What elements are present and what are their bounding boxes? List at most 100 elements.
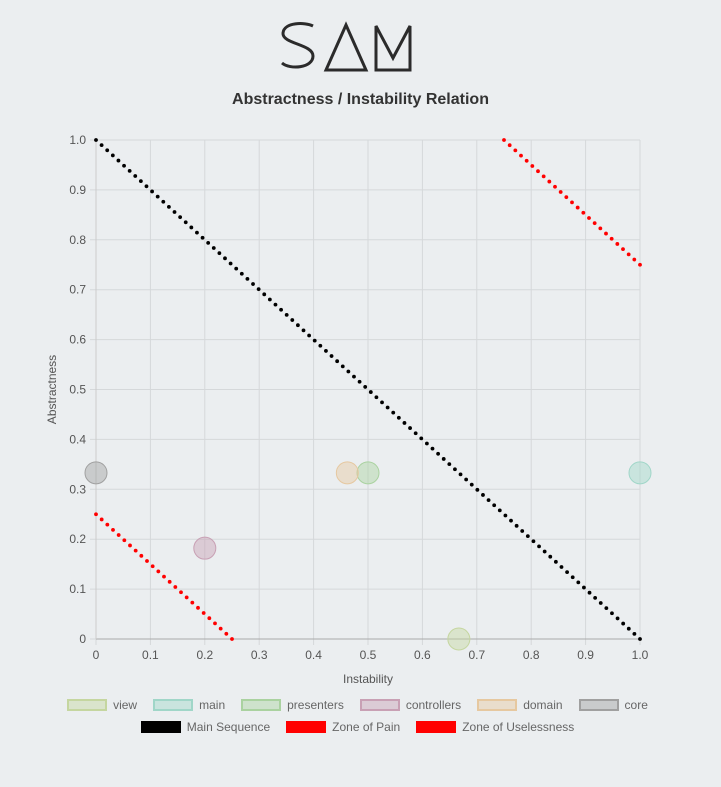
line-dot-zone-of-pain [150, 564, 155, 569]
line-dot-main-sequence [374, 395, 379, 400]
point-core [84, 461, 108, 485]
legend-swatch [578, 699, 619, 711]
line-dot-zone-of-pain [190, 600, 195, 605]
legend-item-view[interactable]: view [67, 698, 137, 712]
line-dot-main-sequence [582, 585, 586, 590]
line-dot-zone-of-uselessness [507, 143, 512, 148]
line-dot-zone-of-uselessness [604, 231, 608, 236]
y-tick-label: 0.3 [69, 482, 86, 496]
line-dot-main-sequence [228, 261, 233, 266]
line-dot-main-sequence [144, 184, 149, 189]
line-dot-main-sequence [385, 405, 390, 410]
line-dot-main-sequence [458, 472, 463, 477]
line-dot-main-sequence [262, 292, 267, 297]
line-dot-main-sequence [380, 400, 384, 405]
line-dot-main-sequence [497, 508, 502, 513]
line-dot-zone-of-uselessness [502, 138, 506, 142]
y-tick-label: 0.4 [69, 432, 86, 446]
line-dot-zone-of-pain [162, 574, 166, 579]
line-dot-zone-of-uselessness [598, 226, 603, 231]
legend-points: view main presenters controllers domain core [0, 698, 721, 712]
sam-logo-icon [281, 21, 412, 72]
line-dot-main-sequence [615, 616, 620, 621]
legend-item-main[interactable]: main [153, 698, 225, 712]
line-dot-main-sequence [239, 271, 244, 276]
line-dot-zone-of-uselessness [558, 190, 563, 194]
line-dot-zone-of-uselessness [541, 174, 546, 179]
line-dot-main-sequence [295, 323, 300, 328]
line-dot-zone-of-uselessness [626, 252, 631, 257]
line-dot-main-sequence [638, 637, 642, 641]
line-dot-zone-of-pain [145, 559, 149, 563]
line-dot-main-sequence [335, 359, 340, 364]
legend-item-zone-of-uselessness[interactable]: Zone of Uselessness [416, 720, 574, 734]
line-dot-zone-of-uselessness [519, 153, 523, 158]
line-dot-main-sequence [127, 168, 132, 173]
line-dot-main-sequence [150, 189, 154, 194]
legend-item-domain[interactable]: domain [477, 698, 563, 712]
line-dot-main-sequence [116, 158, 121, 163]
line-dot-main-sequence [559, 565, 564, 569]
line-dot-main-sequence [189, 225, 194, 230]
legend-swatch [477, 699, 518, 711]
line-dot-main-sequence [94, 138, 98, 142]
line-dot-main-sequence [464, 477, 469, 482]
line-dot-zone-of-uselessness [592, 221, 597, 226]
y-axis-title: Abstractness [45, 355, 59, 424]
line-dot-main-sequence [99, 143, 104, 148]
x-tick-label: 0.1 [142, 648, 159, 662]
line-dot-zone-of-uselessness [564, 195, 569, 200]
x-tick-label: 0.4 [305, 648, 322, 662]
line-dot-main-sequence [430, 446, 435, 451]
line-dot-main-sequence [122, 163, 126, 168]
point-controllers [193, 536, 217, 560]
legend-item-zone-of-pain[interactable]: Zone of Pain [286, 720, 400, 734]
legend-item-main-sequence[interactable]: Main Sequence [140, 720, 270, 734]
legend-lines: Main Sequence Zone of Pain Zone of Useless… [0, 720, 721, 734]
x-axis-title: Instability [343, 672, 393, 686]
line-dot-zone-of-uselessness [570, 200, 574, 205]
line-dot-zone-of-uselessness [615, 242, 620, 246]
line-dot-main-sequence [570, 575, 575, 580]
line-dot-zone-of-uselessness [609, 236, 614, 241]
line-dot-main-sequence [396, 415, 401, 420]
legend-item-controllers[interactable]: controllers [359, 698, 461, 712]
line-dot-zone-of-uselessness [530, 164, 535, 168]
line-dot-main-sequence [514, 523, 519, 528]
line-dot-main-sequence [279, 307, 283, 312]
legend-label: Zone of Pain [332, 720, 401, 734]
line-dot-main-sequence [251, 282, 255, 286]
chart-title: Abstractness / Instability Relation [232, 91, 489, 108]
line-dot-main-sequence [110, 153, 115, 158]
line-dot-main-sequence [256, 287, 261, 292]
y-tick-label: 0.2 [69, 532, 86, 546]
line-dot-main-sequence [267, 297, 272, 302]
x-tick-label: 0.2 [196, 648, 213, 662]
legend-item-core[interactable]: core [578, 698, 648, 712]
legend-label: core [624, 698, 648, 712]
legend-swatch [416, 721, 457, 733]
line-dot-main-sequence [621, 621, 626, 626]
line-dot-zone-of-uselessness [632, 257, 637, 262]
x-tick-label: 0 [93, 648, 100, 662]
x-tick-label: 1.0 [632, 648, 649, 662]
line-dot-main-sequence [133, 174, 138, 178]
line-dot-main-sequence [273, 302, 278, 307]
legend-label: domain [523, 698, 563, 712]
line-dot-main-sequence [167, 204, 171, 209]
point-presenters [356, 461, 380, 485]
line-dot-zone-of-uselessness [536, 169, 540, 174]
line-dot-main-sequence [408, 426, 412, 430]
line-dot-zone-of-uselessness [621, 247, 625, 252]
line-dot-main-sequence [312, 338, 317, 343]
line-dot-zone-of-pain [218, 626, 223, 631]
line-dot-main-sequence [441, 457, 446, 461]
line-dot-main-sequence [105, 148, 110, 153]
point-view [447, 627, 471, 651]
legend-label: main [199, 698, 226, 712]
legend-item-presenters[interactable]: presenters [241, 698, 344, 712]
line-dot-zone-of-pain [213, 621, 217, 626]
line-dot-main-sequence [234, 266, 239, 271]
x-tick-label: 0.3 [251, 648, 268, 662]
line-dot-main-sequence [307, 333, 312, 338]
